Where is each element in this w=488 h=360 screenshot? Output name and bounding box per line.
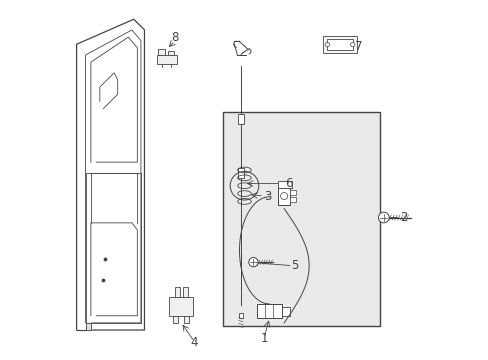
Bar xyxy=(175,287,180,297)
Bar xyxy=(282,307,289,316)
Bar xyxy=(158,49,164,55)
Bar xyxy=(289,190,296,195)
Bar xyxy=(323,36,356,53)
Text: 3: 3 xyxy=(264,190,271,203)
Bar xyxy=(278,188,289,205)
Text: 1: 1 xyxy=(260,333,267,346)
Circle shape xyxy=(350,42,354,47)
Text: 2: 2 xyxy=(399,211,407,224)
Text: 7: 7 xyxy=(354,40,362,53)
Bar xyxy=(289,197,296,202)
Circle shape xyxy=(378,212,388,223)
Bar xyxy=(326,39,353,50)
Circle shape xyxy=(248,257,258,267)
Bar xyxy=(278,181,291,188)
Bar xyxy=(157,55,176,64)
Text: 4: 4 xyxy=(190,336,198,349)
Bar xyxy=(238,168,244,178)
Bar xyxy=(169,297,192,316)
Bar xyxy=(183,316,188,323)
Bar xyxy=(167,51,174,55)
Bar xyxy=(173,316,178,323)
Bar xyxy=(257,304,282,318)
Text: 8: 8 xyxy=(171,31,178,44)
Polygon shape xyxy=(100,73,118,109)
Bar xyxy=(238,313,243,318)
Bar xyxy=(223,112,380,327)
Text: 6: 6 xyxy=(285,177,292,190)
Circle shape xyxy=(325,42,329,47)
Polygon shape xyxy=(77,19,144,330)
Bar xyxy=(183,287,188,297)
Polygon shape xyxy=(77,323,91,330)
Text: 5: 5 xyxy=(290,259,298,272)
Bar xyxy=(238,114,244,124)
Circle shape xyxy=(280,193,287,200)
